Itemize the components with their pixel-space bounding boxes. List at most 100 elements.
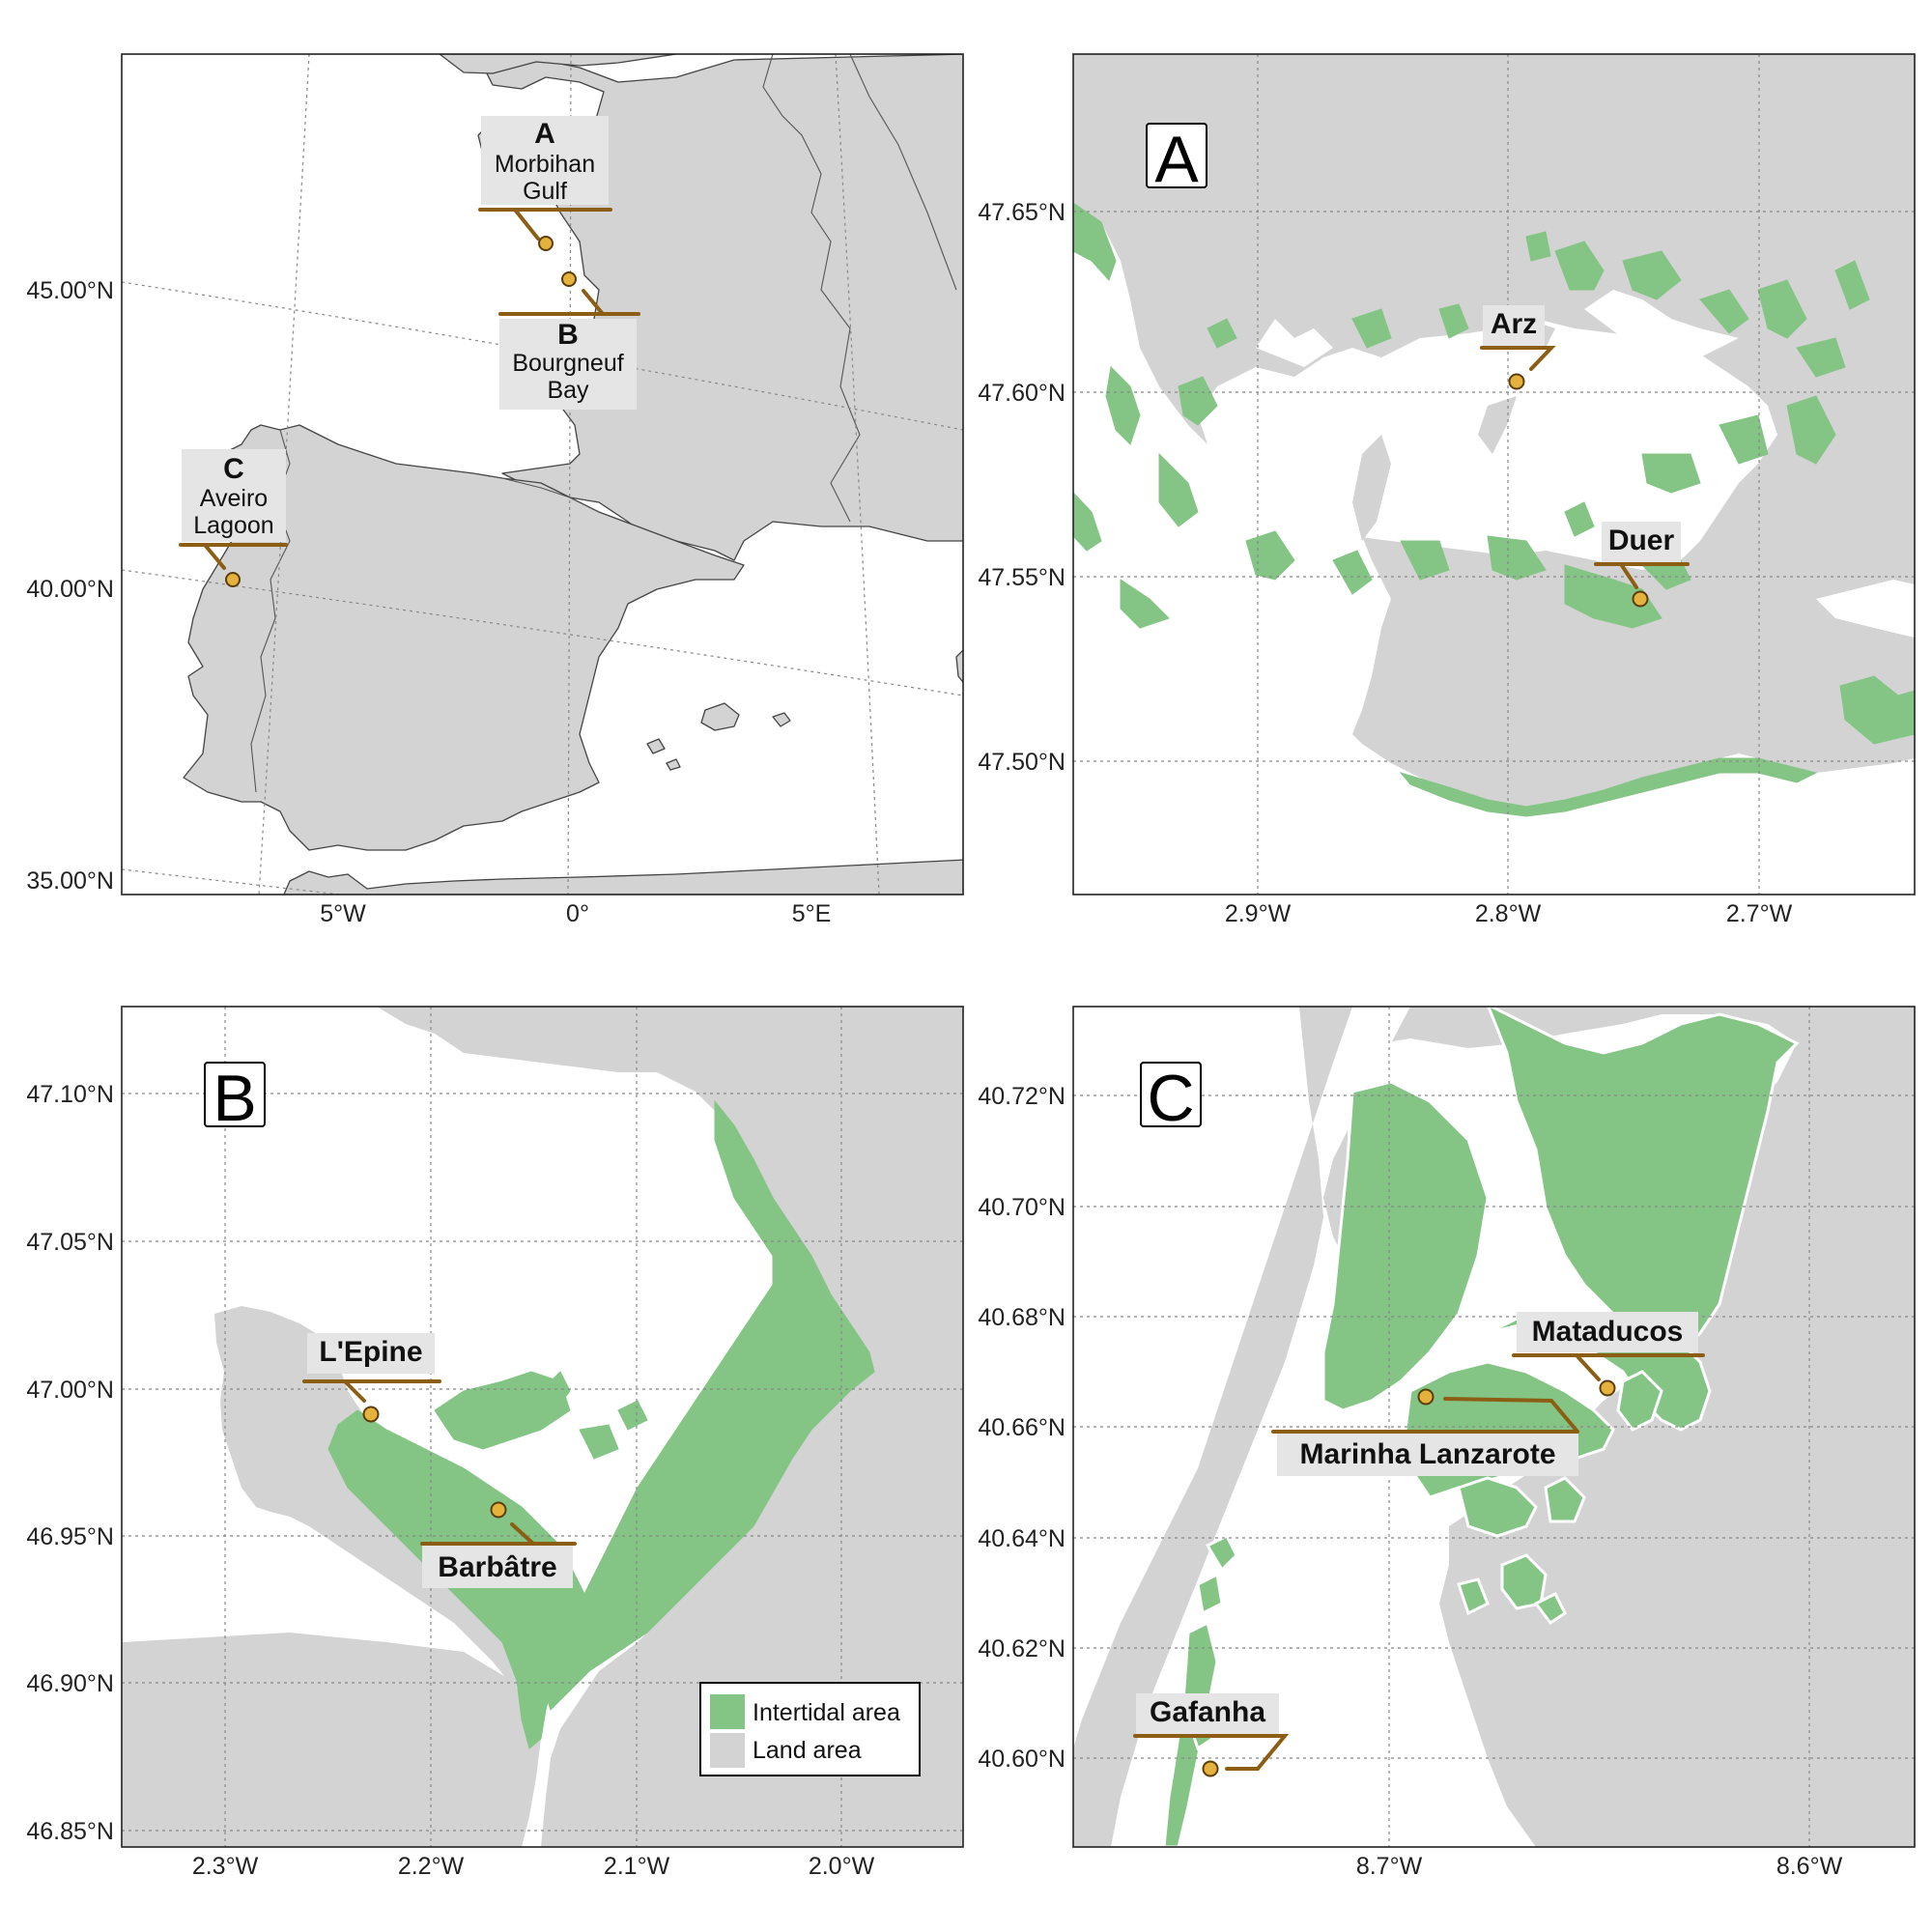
overview-lat-tick: 45.00°N bbox=[26, 277, 114, 304]
mainland-north-east bbox=[377, 1007, 963, 1847]
panel-b-lon-ticks: 2.3°W 2.2°W 2.1°W 2.0°W bbox=[192, 1853, 875, 1880]
legend: Intertidal area Land area bbox=[699, 1682, 921, 1776]
panel-c-lat-tick: 40.66°N bbox=[978, 1414, 1065, 1441]
panel-a-lon-tick: 2.7°W bbox=[1726, 900, 1793, 927]
panel-a-letter-box: A bbox=[1146, 123, 1208, 196]
island bbox=[1478, 396, 1517, 454]
overview-map: A Morbihan Gulf B Bourgneuf Bay C Aveiro… bbox=[26, 53, 964, 927]
balearic-islands bbox=[646, 702, 791, 771]
overview-name-a-1: Morbihan bbox=[495, 151, 595, 178]
site-label-barbatre: Barbâtre bbox=[420, 1501, 577, 1588]
panel-b-lon-tick: 2.3°W bbox=[192, 1853, 259, 1880]
overview-letter-c: C bbox=[223, 453, 244, 485]
overview-letter-b: B bbox=[557, 319, 579, 351]
overview-lon-tick: 0° bbox=[566, 900, 589, 927]
island bbox=[1352, 435, 1391, 541]
panel-c-lat-tick: 40.72°N bbox=[978, 1083, 1065, 1110]
panel-a-lon-tick: 2.8°W bbox=[1475, 900, 1542, 927]
panel-c-lon-tick: 8.6°W bbox=[1776, 1853, 1843, 1880]
panel-b-lat-tick: 47.10°N bbox=[26, 1081, 114, 1108]
north-africa-landmass bbox=[283, 859, 963, 895]
panel-c-lon-ticks: 8.7°W 8.6°W bbox=[1356, 1853, 1843, 1880]
site-label-arz: Arz bbox=[1480, 305, 1556, 390]
overview-frame bbox=[121, 53, 964, 895]
legend-label-land: Land area bbox=[753, 1737, 862, 1764]
panel-b-lat-tick: 47.05°N bbox=[26, 1229, 114, 1256]
panel-a-morbihan: A Arz Duer 47.65°N 47.60°N 47.55°N 47.50… bbox=[978, 53, 1916, 927]
site-name-marinha: Marinha Lanzarote bbox=[1299, 1438, 1555, 1470]
site-label-marinha: Marinha Lanzarote bbox=[1271, 1388, 1579, 1476]
panel-b-frame bbox=[121, 1006, 964, 1848]
site-marker-b bbox=[561, 271, 577, 287]
panel-c-letter-box: C bbox=[1140, 1062, 1202, 1135]
site-name-arz: Arz bbox=[1491, 308, 1537, 340]
overview-lat-tick: 40.00°N bbox=[26, 576, 114, 603]
panel-b-lat-tick: 46.85°N bbox=[26, 1818, 114, 1845]
site-marker-lepine bbox=[362, 1406, 380, 1423]
panel-b-lat-tick: 46.95°N bbox=[26, 1523, 114, 1550]
overview-letter-a: A bbox=[534, 118, 555, 150]
site-name-lepine: L'Epine bbox=[319, 1336, 422, 1368]
legend-swatch-land bbox=[710, 1733, 745, 1768]
panel-c-lat-tick: 40.60°N bbox=[978, 1746, 1065, 1773]
panel-a-lon-ticks: 2.9°W 2.8°W 2.7°W bbox=[1225, 900, 1793, 927]
panel-a-lat-ticks: 47.65°N 47.60°N 47.55°N 47.50°N bbox=[978, 199, 1065, 776]
panel-b-graticule bbox=[122, 1007, 963, 1847]
panel-c-frame bbox=[1072, 1006, 1916, 1848]
overview-lat-ticks: 45.00°N 40.00°N 35.00°N bbox=[26, 277, 114, 895]
site-marker-barbatre bbox=[490, 1501, 507, 1519]
panel-b-lon-tick: 2.0°W bbox=[809, 1853, 875, 1880]
overview-name-b-2: Bay bbox=[547, 377, 589, 404]
panel-c-lat-tick: 40.64°N bbox=[978, 1525, 1065, 1552]
site-name-mataducos: Mataducos bbox=[1532, 1316, 1684, 1348]
panel-c-lat-tick: 40.70°N bbox=[978, 1194, 1065, 1221]
overview-name-c-1: Aveiro bbox=[200, 485, 268, 512]
east-border bbox=[762, 54, 861, 523]
channel-water bbox=[1256, 290, 1915, 638]
panel-a-lat-tick: 47.55°N bbox=[978, 564, 1065, 591]
overview-lon-tick: 5°W bbox=[320, 900, 366, 927]
panel-a-frame bbox=[1072, 53, 1916, 895]
panel-c-intertidal bbox=[1162, 1007, 1800, 1847]
overview-label-b: B Bourgneuf Bay bbox=[498, 271, 640, 410]
iberia-landmass bbox=[183, 424, 745, 851]
overview-name-a-2: Gulf bbox=[523, 178, 567, 205]
panel-b-letter-box: B bbox=[204, 1062, 266, 1135]
overview-label-c: C Aveiro Lagoon bbox=[179, 449, 288, 587]
site-marker-duer bbox=[1632, 590, 1649, 608]
east-border-2 bbox=[849, 54, 957, 291]
panel-c-lat-tick: 40.62°N bbox=[978, 1635, 1065, 1662]
site-label-mataducos: Mataducos bbox=[1512, 1312, 1705, 1397]
site-marker-gafanha bbox=[1202, 1760, 1219, 1777]
legend-swatch-intertidal bbox=[710, 1694, 745, 1729]
panel-b-lat-ticks: 47.10°N 47.05°N 47.00°N 46.95°N 46.90°N … bbox=[26, 1081, 114, 1845]
panel-a-lat-tick: 47.50°N bbox=[978, 749, 1065, 776]
mainland-south bbox=[122, 1633, 541, 1847]
site-marker-marinha bbox=[1417, 1388, 1435, 1406]
panel-a-graticule bbox=[1073, 54, 1915, 895]
uk-landmass bbox=[439, 54, 677, 74]
panel-c-lat-tick: 40.68°N bbox=[978, 1304, 1065, 1331]
overview-lon-ticks: 5°W 0° 5°E bbox=[320, 900, 831, 927]
site-marker-mataducos bbox=[1599, 1379, 1616, 1397]
panel-a-lon-tick: 2.9°W bbox=[1225, 900, 1292, 927]
panel-c-lon-tick: 8.7°W bbox=[1356, 1853, 1423, 1880]
gulf-water bbox=[1073, 203, 1915, 895]
spain-france-border bbox=[501, 477, 600, 513]
panel-a-lat-tick: 47.60°N bbox=[978, 380, 1065, 407]
overview-name-c-2: Lagoon bbox=[193, 512, 273, 539]
overview-label-a: A Morbihan Gulf bbox=[478, 116, 612, 251]
site-label-gafanha: Gafanha bbox=[1133, 1693, 1290, 1777]
overview-lat-tick: 35.00°N bbox=[26, 867, 114, 895]
panel-b-lon-tick: 2.1°W bbox=[604, 1853, 670, 1880]
site-name-duer: Duer bbox=[1608, 525, 1675, 556]
site-label-lepine: L'Epine bbox=[302, 1333, 441, 1423]
site-marker-a bbox=[538, 236, 554, 251]
legend-label-intertidal: Intertidal area bbox=[753, 1699, 900, 1726]
panel-a-intertidal bbox=[1073, 202, 1915, 817]
panel-a-body bbox=[1073, 54, 1915, 895]
panel-c-aveiro: C Mataducos Marinha Lanzarote Gafanha 40… bbox=[978, 1006, 1916, 1880]
island bbox=[1768, 493, 1806, 526]
site-label-duer: Duer bbox=[1594, 522, 1690, 608]
